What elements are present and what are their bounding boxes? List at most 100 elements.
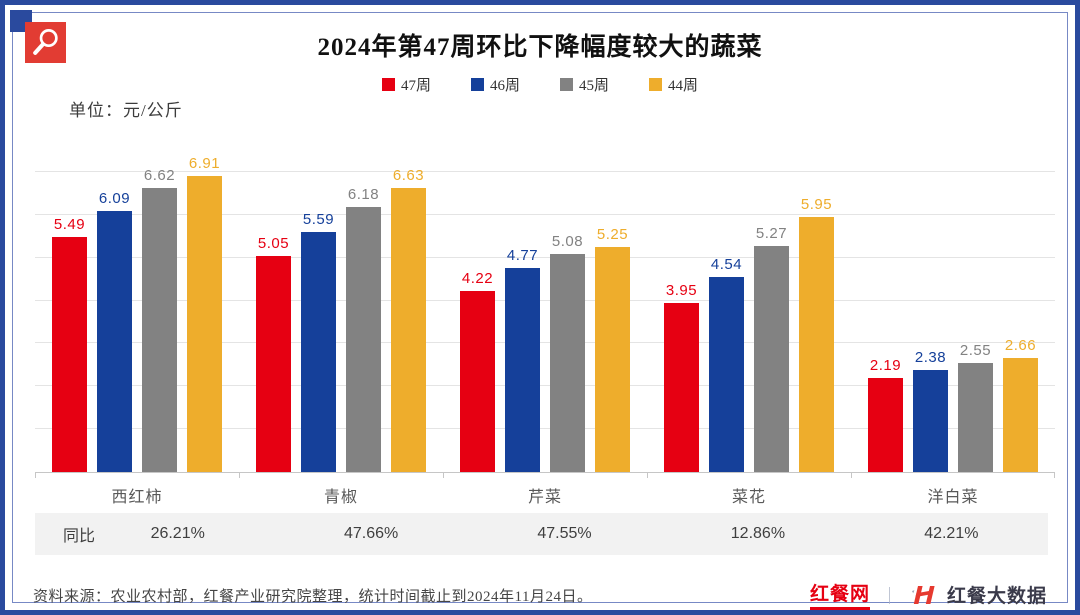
hongcan-h-logo xyxy=(911,585,935,604)
bar-group: 5.49 6.09 6.62 6.91 西红柿 xyxy=(35,142,239,506)
gridline xyxy=(35,213,1055,215)
bar-with-label: 5.59 xyxy=(301,211,336,472)
magnifier-badge xyxy=(25,22,66,63)
bar-47周 xyxy=(460,291,495,472)
legend-item: 47周 xyxy=(381,74,431,95)
unit-label: 单位：元/公斤 xyxy=(69,101,183,120)
bar-46周 xyxy=(505,267,540,472)
bar-value-label: 4.77 xyxy=(506,246,539,264)
bar-value-label: 4.22 xyxy=(461,270,494,288)
bar-with-label: 3.95 xyxy=(664,282,699,472)
bar-44周 xyxy=(595,247,630,472)
bar-value-label: 5.05 xyxy=(257,234,290,252)
x-axis-line xyxy=(35,472,1055,473)
gridline xyxy=(35,171,1055,172)
gridline xyxy=(35,428,1055,430)
bar-with-label: 4.77 xyxy=(505,247,540,472)
brand-divider: ｜ xyxy=(880,587,898,606)
bar-47周 xyxy=(52,236,87,472)
bar-with-label: 5.49 xyxy=(52,216,87,472)
gridline xyxy=(35,299,1055,301)
bar-value-label: 2.66 xyxy=(1004,337,1037,354)
legend: 47周 46周 45周 44周 xyxy=(5,74,1075,95)
legend-swatch xyxy=(649,78,663,91)
bar-with-label: 5.25 xyxy=(595,226,630,472)
bar-group: 3.95 4.54 5.27 5.95 菜花 xyxy=(647,142,851,506)
bar-45周 xyxy=(958,362,993,472)
bar-with-label: 5.08 xyxy=(550,233,585,472)
category-label: 青椒 xyxy=(323,489,358,506)
bar-value-label: 5.59 xyxy=(302,211,335,229)
bar-46周 xyxy=(709,277,744,472)
bar-value-label: 2.19 xyxy=(869,357,902,375)
bar-46周 xyxy=(97,211,132,472)
bar-with-label: 2.38 xyxy=(913,349,948,472)
category-label: 西红柿 xyxy=(111,489,163,506)
bar-group: 2.19 2.38 2.55 2.66 洋白菜 xyxy=(851,142,1055,506)
bar-47周 xyxy=(664,302,699,472)
bar-value-label: 6.91 xyxy=(188,154,221,172)
bar-44周 xyxy=(1003,358,1038,472)
bar-45周 xyxy=(142,188,177,472)
bar-44周 xyxy=(799,217,834,472)
bar-with-label: 5.05 xyxy=(256,235,291,472)
bar-value-label: 6.09 xyxy=(98,190,131,207)
legend-item: 44周 xyxy=(649,74,698,95)
gridline xyxy=(35,342,1055,344)
legend-swatch xyxy=(470,78,484,91)
axis-tick xyxy=(1054,472,1055,478)
bar-with-label: 2.19 xyxy=(868,357,903,472)
source-note: 资料来源：农业农村部，红餐产业研究院整理，统计时间截止到2024年11月24日。 xyxy=(33,589,593,605)
bar-44周 xyxy=(391,187,426,472)
brand-hongcan-bigdata: 红餐大数据 xyxy=(946,586,1047,607)
bar-with-label: 6.18 xyxy=(346,186,381,472)
bar-value-label: 2.38 xyxy=(914,349,947,366)
category-label: 菜花 xyxy=(731,489,766,506)
bar-value-label: 6.62 xyxy=(143,167,176,185)
bar-with-label: 2.66 xyxy=(1003,337,1038,472)
yoy-value: 47.55% xyxy=(537,525,592,542)
category-label: 芹菜 xyxy=(527,489,562,506)
bar-45周 xyxy=(754,246,789,472)
bar-with-label: 6.91 xyxy=(187,155,222,472)
magnifier-icon xyxy=(32,28,58,55)
axis-tick xyxy=(647,472,648,478)
bar-value-label: 6.63 xyxy=(392,166,425,184)
bar-value-label: 3.95 xyxy=(665,281,698,299)
bar-with-label: 2.55 xyxy=(958,342,993,472)
bar-with-label: 4.22 xyxy=(460,270,495,472)
bar-group: 4.22 4.77 5.08 5.25 芹菜 xyxy=(443,142,647,506)
legend-item: 46周 xyxy=(470,74,520,95)
bar-46周 xyxy=(913,370,948,472)
bar-45周 xyxy=(346,207,381,472)
axis-tick xyxy=(35,472,36,478)
brand-area: 红餐网 ｜ 红餐大数据 xyxy=(809,579,1047,610)
yoy-value: 12.86% xyxy=(730,525,786,542)
yoy-band: 同比 26.21% 47.66% 47.55% 12.86% 42.21% xyxy=(35,513,1048,555)
bar-46周 xyxy=(301,232,336,472)
brand-hongcanwang: 红餐网 xyxy=(809,579,870,610)
plot-area: 5.49 6.09 6.62 6.91 西红柿 5.05 5.59 6.18 6.63 青椒 4.2… xyxy=(35,142,1055,506)
legend-swatch xyxy=(381,78,395,91)
bar-44周 xyxy=(187,175,222,472)
axis-tick xyxy=(443,472,444,478)
yoy-value: 47.66% xyxy=(343,525,399,542)
bar-value-label: 4.54 xyxy=(710,256,743,274)
legend-item-label: 47周 xyxy=(400,78,431,94)
legend-item-label: 45周 xyxy=(579,78,610,94)
yoy-value: 42.21% xyxy=(924,525,979,542)
bar-value-label: 5.49 xyxy=(53,215,86,233)
bar-with-label: 6.63 xyxy=(391,167,426,472)
bar-45周 xyxy=(550,254,585,472)
legend-item-label: 46周 xyxy=(489,78,520,94)
axis-tick xyxy=(239,472,240,478)
bar-with-label: 4.54 xyxy=(709,256,744,472)
bar-with-label: 6.62 xyxy=(142,167,177,472)
gridline xyxy=(35,256,1055,258)
gridline xyxy=(35,385,1055,387)
bar-value-label: 5.27 xyxy=(755,225,788,243)
axis-tick xyxy=(851,472,852,478)
bar-value-label: 2.55 xyxy=(959,341,992,359)
legend-item-label: 44周 xyxy=(668,78,699,94)
